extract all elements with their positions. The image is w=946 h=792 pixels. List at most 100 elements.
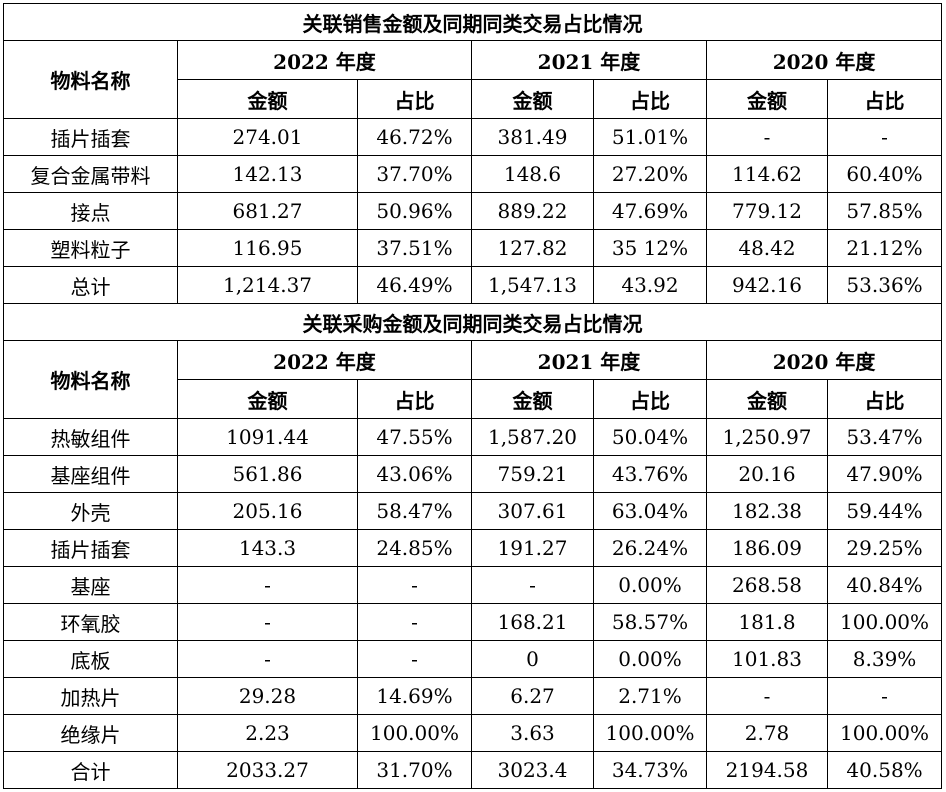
value-cell: 37.70% [357, 155, 472, 193]
purchase-sub-header: 占比 [593, 379, 707, 419]
table-row: 加热片 29.28 14.69% 6.27 2.71% - - [3, 677, 943, 715]
sales-title-row: 关联销售金额及同期同类交易占比情况 [2, 3, 943, 41]
value-cell: 100.00% [826, 603, 943, 641]
sales-sub-header: 占比 [357, 79, 472, 119]
value-cell: 43.06% [357, 455, 472, 493]
purchase-sub-header: 占比 [826, 379, 943, 419]
sales-section-title: 关联销售金额及同期同类交易占比情况 [2, 3, 943, 41]
value-cell: 8.39% [826, 640, 943, 678]
material-name-cell: 绝缘片 [3, 714, 178, 752]
sales-sub-header: 占比 [826, 79, 943, 119]
sales-sub-header: 金额 [177, 79, 358, 119]
value-cell: 43.76% [593, 455, 707, 493]
sales-sub-header: 占比 [593, 79, 707, 119]
table-row: 插片插套 274.01 46.72% 381.49 51.01% - - [3, 118, 943, 156]
value-cell: 2.71% [593, 677, 707, 715]
material-name-cell: 塑料粒子 [3, 229, 178, 267]
value-cell: 274.01 [177, 118, 358, 156]
material-name-cell: 环氧胶 [3, 603, 178, 641]
value-cell: 143.3 [177, 529, 358, 567]
value-cell: 21.12% [826, 229, 943, 267]
value-cell: 40.84% [826, 566, 943, 604]
value-cell: 182.38 [706, 492, 828, 530]
value-cell: 60.40% [826, 155, 943, 193]
purchase-sub-header: 金额 [471, 379, 594, 419]
material-name-cell: 插片插套 [3, 118, 178, 156]
value-cell: 53.36% [826, 266, 943, 304]
material-name-cell: 底板 [3, 640, 178, 678]
value-cell: 779.12 [706, 192, 828, 230]
value-cell: 58.47% [357, 492, 472, 530]
value-cell: 1,214.37 [177, 266, 358, 304]
value-cell: - [357, 640, 472, 678]
value-cell: 40.58% [826, 751, 943, 789]
table-row: 外壳 205.16 58.47% 307.61 63.04% 182.38 59.44% [3, 492, 943, 530]
value-cell: 0.00% [593, 566, 707, 604]
value-cell: - [177, 640, 358, 678]
value-cell: - [177, 603, 358, 641]
sales-sub-header: 金额 [706, 79, 828, 119]
value-cell: 142.13 [177, 155, 358, 193]
value-cell: 205.16 [177, 492, 358, 530]
value-cell: 168.21 [471, 603, 594, 641]
value-cell: 47.90% [826, 455, 943, 493]
value-cell: 37.51% [357, 229, 472, 267]
table-row: 合计 2033.27 31.70% 3023.4 34.73% 2194.58 40.58% [3, 751, 943, 789]
value-cell: 57.85% [826, 192, 943, 230]
value-cell: 1091.44 [177, 418, 358, 456]
purchase-year-header: 2020 年度 [705, 340, 943, 380]
value-cell: 1,547.13 [471, 266, 594, 304]
value-cell: 3.63 [471, 714, 594, 752]
value-cell: 46.72% [357, 118, 472, 156]
value-cell: 759.21 [471, 455, 594, 493]
sales-year-header: 2020 年度 [705, 40, 943, 80]
table-row: 绝缘片 2.23 100.00% 3.63 100.00% 2.78 100.00% [3, 714, 943, 752]
value-cell: - [357, 566, 472, 604]
purchase-year-header-row: 物料名称 2022 年度 2021 年度 2020 年度 [3, 340, 943, 419]
purchase-sub-header: 金额 [706, 379, 828, 419]
value-cell: 46.49% [357, 266, 472, 304]
purchase-sub-header: 占比 [357, 379, 472, 419]
purchase-title-row: 关联采购金额及同期同类交易占比情况 [2, 303, 943, 341]
value-cell: 34.73% [593, 751, 707, 789]
purchase-section-title: 关联采购金额及同期同类交易占比情况 [2, 303, 943, 341]
value-cell: 381.49 [471, 118, 594, 156]
value-cell: 114.62 [706, 155, 828, 193]
value-cell: - [826, 118, 943, 156]
table-row: 环氧胶 - -168.21 58.57% 181.8 100.00% [3, 603, 943, 641]
value-cell: - [471, 566, 594, 604]
value-cell: 191.27 [471, 529, 594, 567]
value-cell: 100.00% [593, 714, 707, 752]
value-cell: 27.20% [593, 155, 707, 193]
value-cell: 307.61 [471, 492, 594, 530]
value-cell: 29.25% [826, 529, 943, 567]
material-name-cell: 基座组件 [3, 455, 178, 493]
material-name-cell: 加热片 [3, 677, 178, 715]
table-row: 接点 681.27 50.96% 889.22 47.69% 779.12 57.85% [3, 192, 943, 230]
value-cell: 2.78 [706, 714, 828, 752]
purchase-material-header: 物料名称 [3, 340, 178, 419]
value-cell: 2.23 [177, 714, 358, 752]
value-cell: 100.00% [826, 714, 943, 752]
material-name-cell: 复合金属带料 [3, 155, 178, 193]
value-cell: 48.42 [706, 229, 828, 267]
value-cell: 6.27 [471, 677, 594, 715]
value-cell: - [826, 677, 943, 715]
value-cell: 53.47% [826, 418, 943, 456]
material-name-cell: 合计 [3, 751, 178, 789]
value-cell: 148.6 [471, 155, 594, 193]
sales-sub-header: 金额 [471, 79, 594, 119]
purchase-year-header: 2021 年度 [471, 340, 707, 380]
value-cell: 116.95 [177, 229, 358, 267]
value-cell: 0 [471, 640, 594, 678]
value-cell: 50.04% [593, 418, 707, 456]
value-cell: 3023.4 [471, 751, 594, 789]
value-cell: 889.22 [471, 192, 594, 230]
value-cell: 14.69% [357, 677, 472, 715]
table-row: 复合金属带料 142.13 37.70% 148.6 27.20% 114.62 60.40… [3, 155, 943, 193]
value-cell: 186.09 [706, 529, 828, 567]
table-row: 基座组件 561.86 43.06% 759.21 43.76% 20.16 47.90% [3, 455, 943, 493]
value-cell: 1,587.20 [471, 418, 594, 456]
table-row: 底板 - -0 0.00% 101.83 8.39% [3, 640, 943, 678]
value-cell: 100.00% [357, 714, 472, 752]
